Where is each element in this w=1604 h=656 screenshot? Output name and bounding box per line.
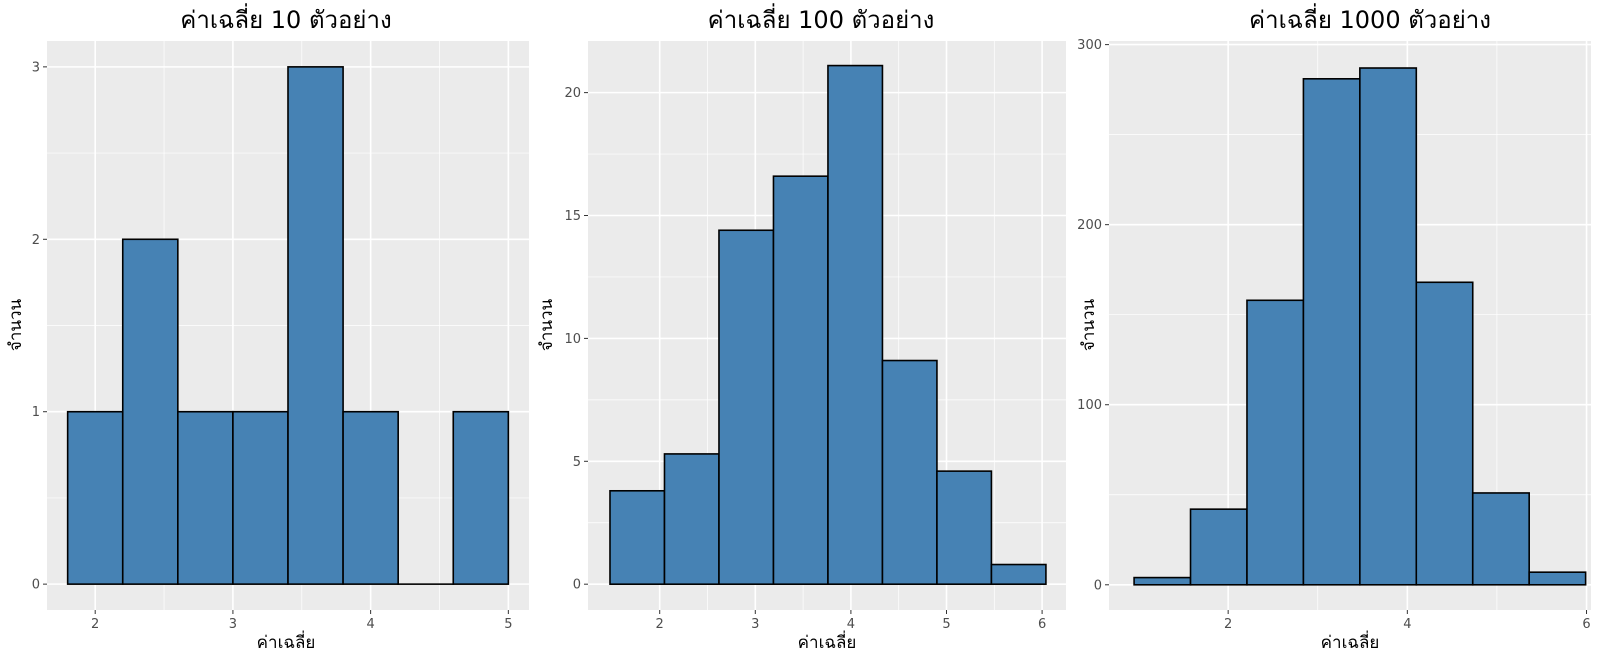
y-tick-label: 100 (1077, 398, 1102, 413)
y-axis-title: จำนวน (537, 298, 557, 351)
histogram-bar (1189, 508, 1248, 586)
histogram-bar (121, 238, 179, 585)
x-tick-label: 6 (1582, 617, 1590, 632)
x-tick-label: 2 (656, 617, 664, 632)
histogram-bar (1415, 281, 1474, 586)
y-tick-label: 3 (32, 60, 40, 75)
histogram-bar (1246, 299, 1305, 586)
y-axis-title: จำนวน (6, 298, 26, 351)
x-tick-label: 4 (847, 617, 855, 632)
histogram-bar (1528, 571, 1587, 586)
x-tick-label: 3 (751, 617, 759, 632)
x-tick-label: 5 (942, 617, 950, 632)
bars (609, 64, 1047, 585)
histogram-bar (990, 563, 1047, 585)
y-tick-label: 10 (564, 332, 581, 347)
chart-title: ค่าเฉลี่ย 100 ตัวอย่าง (708, 3, 935, 34)
x-axis: 2 3 4 5 6 (656, 610, 1046, 632)
y-tick-label: 0 (1094, 578, 1102, 593)
x-tick-label: 3 (229, 617, 237, 632)
panel-10-samples: ค่าเฉลี่ย 10 ตัวอย่าง 2 3 4 5 0 1 2 3 ค่าเฉลี่… (6, 3, 529, 653)
x-axis: 2 3 4 5 (91, 610, 512, 632)
y-tick-label: 300 (1077, 38, 1102, 53)
y-tick-label: 0 (573, 578, 581, 593)
y-tick-label: 15 (564, 209, 581, 224)
y-tick-label: 200 (1077, 218, 1102, 233)
x-axis-title: ค่าเฉลี่ย (257, 630, 316, 653)
histogram-bar (287, 66, 344, 585)
histogram-bar (232, 410, 289, 585)
y-axis: 0 5 10 15 20 (564, 86, 588, 593)
histogram-bar (936, 470, 993, 585)
x-tick-label: 2 (1224, 617, 1232, 632)
histogram-bar (342, 410, 399, 585)
bars (1133, 67, 1587, 586)
y-axis-title: จำนวน (1079, 298, 1099, 351)
histogram-bar (1302, 78, 1361, 586)
x-axis: 2 4 6 (1224, 610, 1591, 632)
histogram-bar (1133, 576, 1192, 586)
y-tick-label: 0 (32, 578, 40, 593)
histogram-bar (827, 64, 884, 585)
histogram-bar (881, 359, 938, 585)
chart-title: ค่าเฉลี่ย 10 ตัวอย่าง (180, 3, 391, 34)
histogram-bar (66, 410, 124, 585)
histogram-bar (718, 229, 775, 585)
x-tick-label: 4 (366, 617, 374, 632)
histogram-bar (609, 489, 666, 585)
y-tick-label: 5 (573, 455, 581, 470)
panel-1000-samples: ค่าเฉลี่ย 1000 ตัวอย่าง 2 4 6 0 100 200 300 ค… (1077, 3, 1591, 653)
histogram-bar (177, 410, 234, 585)
x-axis-title: ค่าเฉลี่ย (1321, 630, 1380, 653)
histogram-bar (452, 410, 510, 585)
chart-title: ค่าเฉลี่ย 1000 ตัวอย่าง (1249, 3, 1491, 34)
y-axis: 0 100 200 300 (1077, 38, 1109, 593)
bars (66, 66, 510, 585)
x-axis-title: ค่าเฉลี่ย (798, 630, 857, 653)
x-tick-label: 4 (1403, 617, 1411, 632)
y-axis: 0 1 2 3 (32, 60, 47, 593)
panel-100-samples: ค่าเฉลี่ย 100 ตัวอย่าง 2 3 4 5 6 0 5 10 15 20 ค่… (537, 3, 1066, 653)
x-tick-label: 5 (504, 617, 512, 632)
histogram-bar (1471, 492, 1530, 586)
histogram-bar (772, 175, 829, 585)
x-tick-label: 2 (91, 617, 99, 632)
y-tick-label: 2 (32, 233, 40, 248)
y-tick-label: 20 (564, 86, 581, 101)
y-tick-label: 1 (32, 405, 40, 420)
histogram-bar (663, 453, 720, 585)
histogram-bar (1359, 67, 1418, 586)
x-tick-label: 6 (1038, 617, 1046, 632)
